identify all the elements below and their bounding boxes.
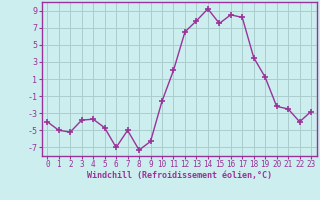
X-axis label: Windchill (Refroidissement éolien,°C): Windchill (Refroidissement éolien,°C) xyxy=(87,171,272,180)
